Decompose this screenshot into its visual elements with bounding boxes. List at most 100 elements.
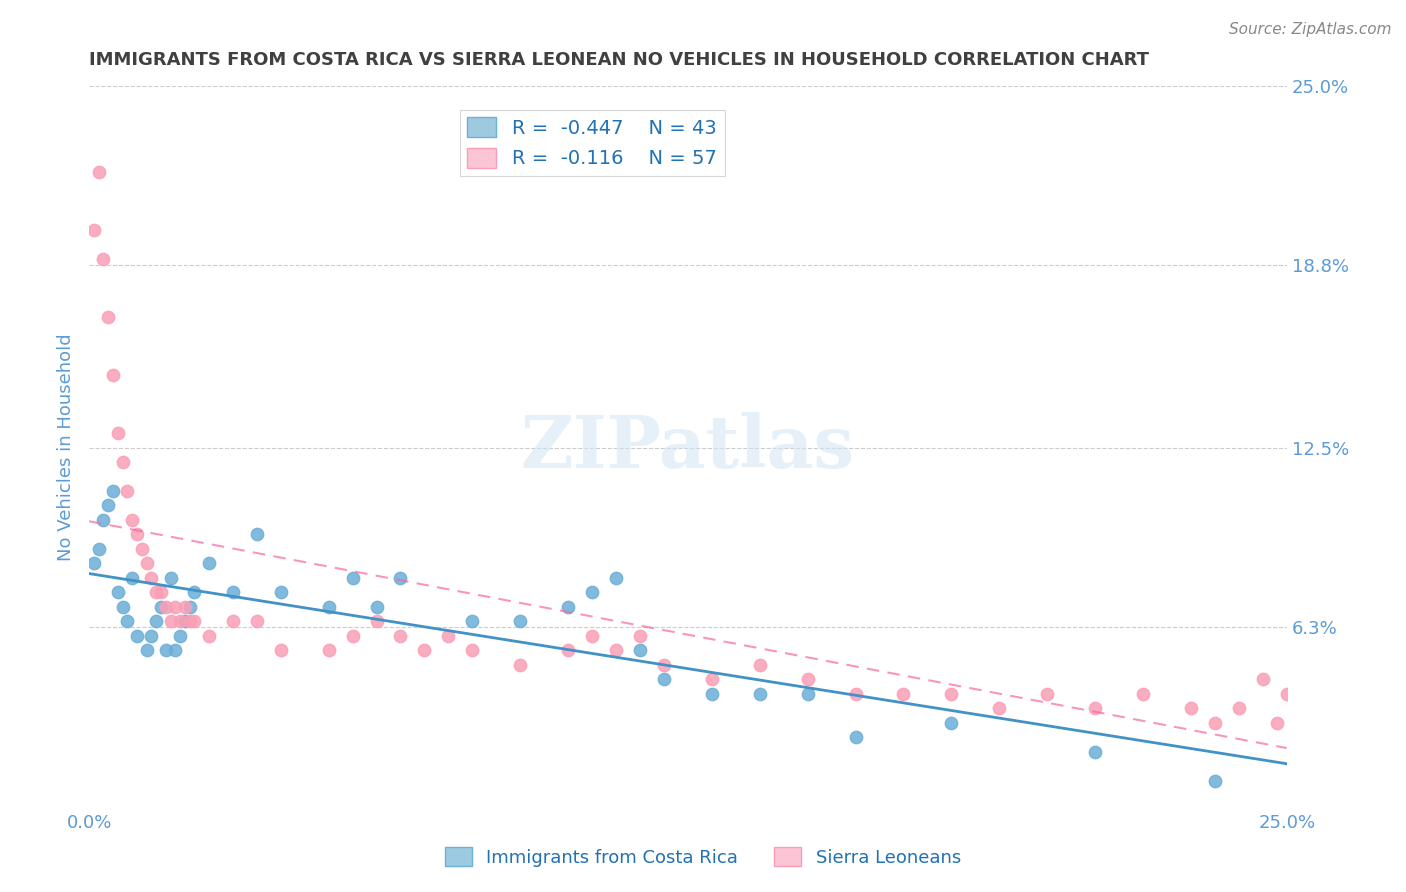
Point xyxy=(389,629,412,643)
Point xyxy=(222,585,245,599)
Point xyxy=(581,629,603,643)
Point xyxy=(173,615,195,629)
Point xyxy=(246,527,269,541)
Point xyxy=(1084,701,1107,715)
Point xyxy=(155,599,177,614)
Point xyxy=(893,687,915,701)
Point xyxy=(700,687,723,701)
Point xyxy=(845,730,868,744)
Point xyxy=(941,715,963,730)
Point xyxy=(93,513,115,527)
Point xyxy=(93,252,115,267)
Point xyxy=(509,657,531,672)
Point xyxy=(222,615,245,629)
Point xyxy=(748,657,770,672)
Point xyxy=(107,425,129,440)
Point xyxy=(141,629,163,643)
Point xyxy=(87,541,110,556)
Point xyxy=(165,599,187,614)
Point xyxy=(117,483,139,498)
Point xyxy=(111,455,134,469)
Point xyxy=(183,585,205,599)
Point xyxy=(318,599,340,614)
Point xyxy=(628,629,651,643)
Point xyxy=(270,585,292,599)
Point xyxy=(198,629,221,643)
Point xyxy=(183,615,205,629)
Point xyxy=(198,557,221,571)
Point xyxy=(111,599,134,614)
Point xyxy=(125,527,148,541)
Point xyxy=(366,599,388,614)
Point xyxy=(149,599,172,614)
Point xyxy=(1265,715,1288,730)
Point xyxy=(366,615,388,629)
Point xyxy=(1036,687,1059,701)
Point xyxy=(169,629,191,643)
Point xyxy=(557,643,579,657)
Point xyxy=(1132,687,1154,701)
Point xyxy=(179,599,201,614)
Point xyxy=(149,585,172,599)
Point xyxy=(652,657,675,672)
Point xyxy=(121,571,143,585)
Legend: Immigrants from Costa Rica, Sierra Leoneans: Immigrants from Costa Rica, Sierra Leone… xyxy=(437,840,969,874)
Point xyxy=(155,643,177,657)
Point xyxy=(700,672,723,686)
Point xyxy=(135,643,157,657)
Point xyxy=(159,615,181,629)
Point xyxy=(121,513,143,527)
Point xyxy=(1180,701,1202,715)
Point xyxy=(179,615,201,629)
Point xyxy=(557,599,579,614)
Point xyxy=(389,571,412,585)
Point xyxy=(117,615,139,629)
Point xyxy=(628,643,651,657)
Point xyxy=(342,629,364,643)
Point xyxy=(1285,687,1308,701)
Point xyxy=(941,687,963,701)
Point xyxy=(159,571,181,585)
Point xyxy=(83,223,105,237)
Point xyxy=(270,643,292,657)
Point xyxy=(145,615,167,629)
Point xyxy=(1299,687,1322,701)
Point xyxy=(652,672,675,686)
Point xyxy=(101,368,124,383)
Point xyxy=(135,557,157,571)
Point xyxy=(318,643,340,657)
Point xyxy=(1084,745,1107,759)
Point xyxy=(342,571,364,585)
Point xyxy=(461,643,484,657)
Point xyxy=(988,701,1011,715)
Point xyxy=(101,483,124,498)
Point xyxy=(796,687,818,701)
Point xyxy=(1227,701,1250,715)
Point xyxy=(413,643,436,657)
Point xyxy=(581,585,603,599)
Point xyxy=(87,165,110,179)
Point xyxy=(97,310,120,325)
Point xyxy=(437,629,460,643)
Point xyxy=(131,541,153,556)
Point xyxy=(605,643,627,657)
Point xyxy=(145,585,167,599)
Point xyxy=(141,571,163,585)
Point xyxy=(246,615,269,629)
Point xyxy=(748,687,770,701)
Point xyxy=(169,615,191,629)
Point xyxy=(461,615,484,629)
Point xyxy=(165,643,187,657)
Point xyxy=(796,672,818,686)
Point xyxy=(1204,715,1226,730)
Point xyxy=(97,499,120,513)
Point xyxy=(125,629,148,643)
Point xyxy=(845,687,868,701)
Point xyxy=(83,557,105,571)
Point xyxy=(1251,672,1274,686)
Point xyxy=(1204,773,1226,788)
Point xyxy=(605,571,627,585)
Text: ZIPatlas: ZIPatlas xyxy=(520,412,855,483)
Point xyxy=(509,615,531,629)
Y-axis label: No Vehicles in Household: No Vehicles in Household xyxy=(58,334,75,561)
